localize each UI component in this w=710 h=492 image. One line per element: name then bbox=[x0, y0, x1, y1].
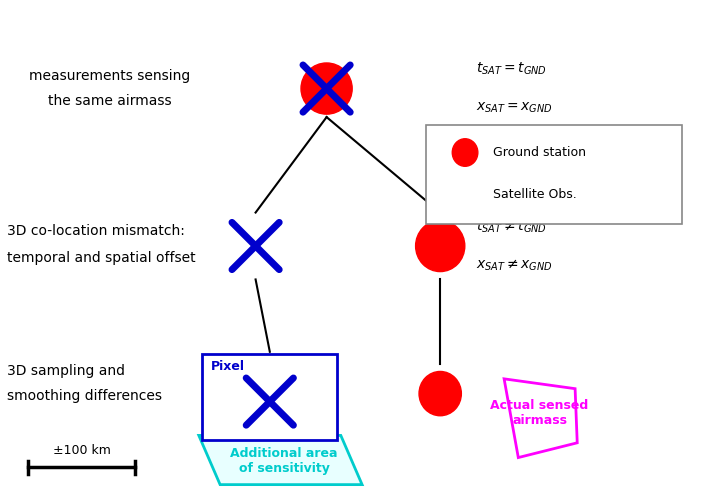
Text: $t_{SAT} = t_{GND}$: $t_{SAT} = t_{GND}$ bbox=[476, 61, 547, 77]
Text: Ground station: Ground station bbox=[493, 146, 586, 159]
Text: Pixel: Pixel bbox=[211, 360, 245, 373]
Text: Actual sensed
airmass: Actual sensed airmass bbox=[491, 400, 589, 427]
Text: measurements sensing: measurements sensing bbox=[29, 69, 191, 83]
Polygon shape bbox=[199, 435, 362, 485]
Ellipse shape bbox=[415, 220, 465, 272]
Text: Additional area
of sensitivity: Additional area of sensitivity bbox=[230, 447, 338, 475]
Bar bbox=[202, 354, 337, 440]
Text: smoothing differences: smoothing differences bbox=[7, 389, 162, 403]
Text: ±100 km: ±100 km bbox=[53, 444, 111, 457]
Text: Satellite Obs.: Satellite Obs. bbox=[493, 188, 577, 201]
Bar bbox=[426, 125, 682, 224]
Polygon shape bbox=[504, 379, 577, 458]
Text: temporal and spatial offset: temporal and spatial offset bbox=[7, 251, 196, 265]
Text: 3D co-location mismatch:: 3D co-location mismatch: bbox=[7, 224, 185, 238]
Ellipse shape bbox=[301, 63, 352, 114]
Text: $t_{SAT} \neq t_{GND}$: $t_{SAT} \neq t_{GND}$ bbox=[476, 218, 547, 235]
Text: 3D sampling and: 3D sampling and bbox=[7, 365, 125, 378]
Ellipse shape bbox=[419, 371, 462, 416]
Text: the same airmass: the same airmass bbox=[48, 94, 172, 108]
Text: $x_{SAT} = x_{GND}$: $x_{SAT} = x_{GND}$ bbox=[476, 101, 552, 116]
Ellipse shape bbox=[452, 139, 478, 166]
Text: $x_{SAT} \neq x_{GND}$: $x_{SAT} \neq x_{GND}$ bbox=[476, 258, 552, 274]
